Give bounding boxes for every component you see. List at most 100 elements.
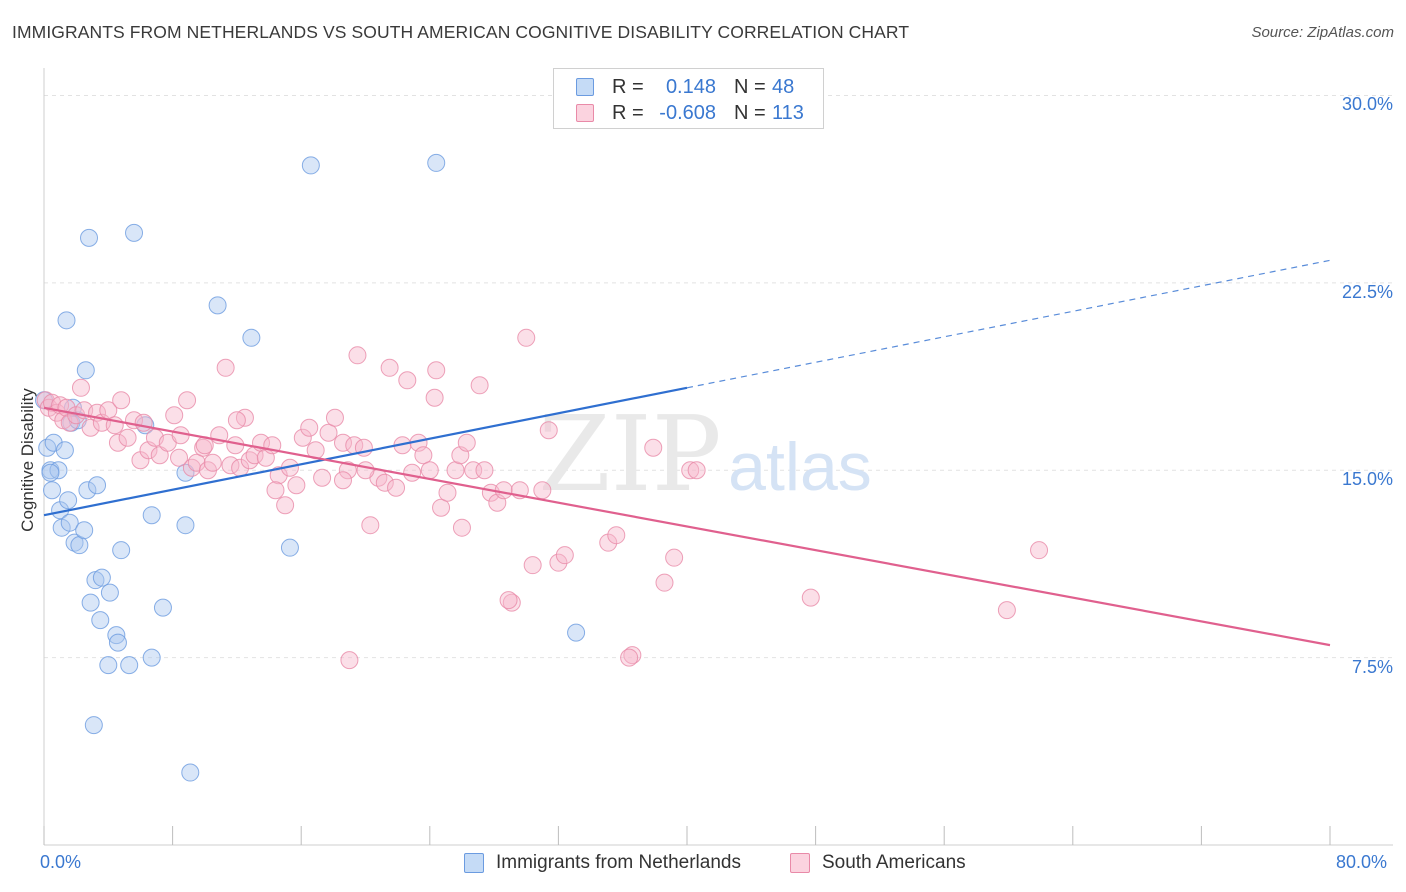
south-american-point xyxy=(644,438,663,457)
south-american-point xyxy=(452,518,471,537)
south-american-point xyxy=(319,423,338,442)
south-american-point xyxy=(134,413,153,432)
legend-item-south-americans[interactable]: South Americans xyxy=(790,852,966,874)
south-american-point xyxy=(108,433,127,452)
axes xyxy=(43,68,1393,846)
south-american-point xyxy=(240,451,259,470)
netherlands-point xyxy=(280,538,299,557)
netherlands-point xyxy=(43,481,62,500)
south-american-point xyxy=(499,591,518,610)
trend-line-netherlands-extension xyxy=(686,259,1331,389)
south-american-point xyxy=(203,453,222,472)
watermark-zip: ZIP xyxy=(538,393,721,515)
legend-n-label: N = xyxy=(734,101,766,124)
south-american-point xyxy=(287,476,306,495)
netherlands-point xyxy=(176,516,195,535)
legend-label-netherlands: Immigrants from Netherlands xyxy=(496,852,741,873)
south-american-point xyxy=(81,418,100,437)
legend-r-label: R = xyxy=(612,101,644,124)
south-american-point xyxy=(340,651,359,670)
legend-n-value: 48 xyxy=(772,75,795,98)
netherlands-point xyxy=(59,491,78,510)
netherlands-point xyxy=(80,228,99,247)
y-axis-title: Cognitive Disability xyxy=(18,388,37,532)
south-american-point xyxy=(403,463,422,482)
south-american-point xyxy=(398,371,417,390)
netherlands-point xyxy=(107,626,126,645)
netherlands-point xyxy=(181,763,200,782)
south-american-point xyxy=(523,556,542,575)
legend-row-netherlands: R = 0.148 N = 48 xyxy=(554,75,823,99)
south-american-point xyxy=(313,468,332,487)
netherlands-point xyxy=(41,463,60,482)
south-american-point xyxy=(425,388,444,407)
south-american-point xyxy=(1030,541,1049,560)
netherlands-point xyxy=(44,433,63,452)
y-tick-label: 30.0% xyxy=(1341,94,1393,115)
south-american-point xyxy=(470,376,489,395)
netherlands-point xyxy=(84,716,103,735)
south-american-point xyxy=(227,411,246,430)
south-american-point xyxy=(171,426,190,445)
correlation-legend: R = 0.148 N = 48 R = -0.608 N = 113 xyxy=(553,68,824,129)
south-american-point xyxy=(387,478,406,497)
south-american-point xyxy=(687,461,706,480)
south-american-point xyxy=(607,526,626,545)
south-american-point xyxy=(475,461,494,480)
south-american-point xyxy=(325,408,344,427)
south-american-point xyxy=(112,391,131,410)
trend-lines xyxy=(43,259,1331,647)
watermark: ZIP atlas xyxy=(538,393,871,515)
south-american-point xyxy=(356,461,375,480)
legend-swatch-blue xyxy=(464,853,484,873)
south-american-point xyxy=(549,553,568,572)
south-american-point xyxy=(375,473,394,492)
south-american-point xyxy=(997,601,1016,620)
grid xyxy=(44,94,1393,659)
south-american-point xyxy=(414,446,433,465)
netherlands-point xyxy=(142,648,161,667)
south-american-point xyxy=(620,648,639,667)
netherlands-point xyxy=(153,598,172,617)
south-american-point xyxy=(71,378,90,397)
netherlands-point xyxy=(78,481,97,500)
south-american-point xyxy=(60,413,79,432)
netherlands-point xyxy=(88,476,107,495)
south-american-point xyxy=(182,458,201,477)
netherlands-point xyxy=(91,611,110,630)
y-tick-label: 15.0% xyxy=(1341,469,1393,490)
south-american-point xyxy=(555,546,574,565)
netherlands-point xyxy=(99,656,118,675)
legend-n-value: 113 xyxy=(772,101,804,124)
south-american-point xyxy=(432,498,451,517)
south-american-point xyxy=(420,461,439,480)
south-american-point xyxy=(338,461,357,480)
netherlands-point xyxy=(60,513,79,532)
legend-row-south-americans: R = -0.608 N = 113 xyxy=(554,101,823,125)
south-american-point xyxy=(187,453,206,472)
legend-swatch-pink xyxy=(790,853,810,873)
netherlands-point xyxy=(70,536,89,555)
netherlands-point xyxy=(142,506,161,525)
netherlands-point xyxy=(55,441,74,460)
south-american-point xyxy=(623,646,642,665)
south-american-point xyxy=(380,358,399,377)
netherlands-point xyxy=(81,593,100,612)
south-american-point xyxy=(216,358,235,377)
south-american-point xyxy=(665,548,684,567)
south-american-point xyxy=(300,418,319,437)
legend-item-netherlands[interactable]: Immigrants from Netherlands xyxy=(464,852,741,874)
south-american-point xyxy=(681,461,700,480)
netherlands-point xyxy=(75,521,94,540)
trend-line-netherlands xyxy=(43,386,688,517)
trend-line-south-americans xyxy=(43,406,1331,647)
netherlands-point xyxy=(100,583,119,602)
legend-r-label: R = xyxy=(612,75,644,98)
legend-swatch-pink xyxy=(576,104,594,122)
south-american-point xyxy=(266,481,285,500)
south-american-point xyxy=(170,448,189,467)
south-american-point xyxy=(502,593,521,612)
south-american-point xyxy=(517,328,536,347)
y-tick-label: 22.5% xyxy=(1341,281,1393,302)
legend-r-value: -0.608 xyxy=(659,101,716,124)
